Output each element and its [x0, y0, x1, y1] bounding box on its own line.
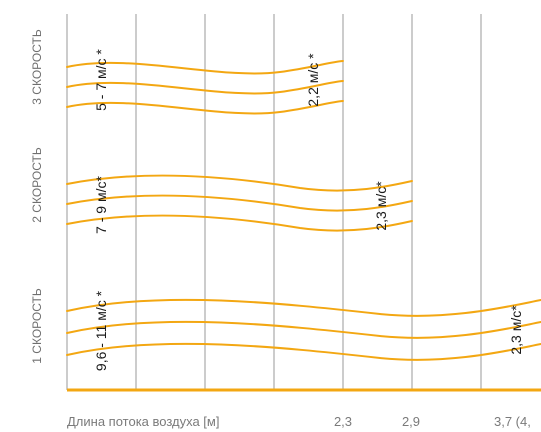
x-axis-label: Длина потока воздуха [м] — [67, 414, 219, 429]
speed-1-end-velocity: 2,3 м/с* — [508, 305, 524, 355]
stream-line — [66, 342, 541, 361]
stream-line — [66, 80, 344, 95]
speed-3-start-velocity: 5 - 7 м/с * — [93, 49, 109, 111]
speed-2-start-velocity: 7 - 9 м/с* — [93, 176, 109, 234]
speed-3-label: 3 СКОРОСТЬ — [30, 29, 44, 105]
stream-line — [66, 60, 344, 75]
speed-1-stream — [66, 298, 541, 361]
stream-line — [66, 194, 413, 212]
speed-3-stream — [66, 60, 344, 115]
stream-line — [66, 100, 344, 115]
stream-line — [66, 298, 541, 317]
stream-line — [66, 214, 413, 232]
speed-2-stream — [66, 174, 413, 232]
x-tick: 2,3 — [334, 414, 352, 429]
speed-1-start-velocity: 9,6 - 11 м/с * — [93, 290, 109, 371]
x-tick: 3,7 (4, — [494, 414, 531, 429]
x-tick: 2,9 — [402, 414, 420, 429]
speed-2-label: 2 СКОРОСТЬ — [30, 147, 44, 223]
stream-line — [66, 174, 413, 192]
speed-2-end-velocity: 2,3 м/с* — [373, 181, 389, 231]
grid — [66, 14, 482, 390]
speed-3-end-velocity: 2,2 м/с * — [305, 53, 321, 107]
speed-1-label: 1 СКОРОСТЬ — [30, 288, 44, 364]
stream-line — [66, 320, 541, 339]
